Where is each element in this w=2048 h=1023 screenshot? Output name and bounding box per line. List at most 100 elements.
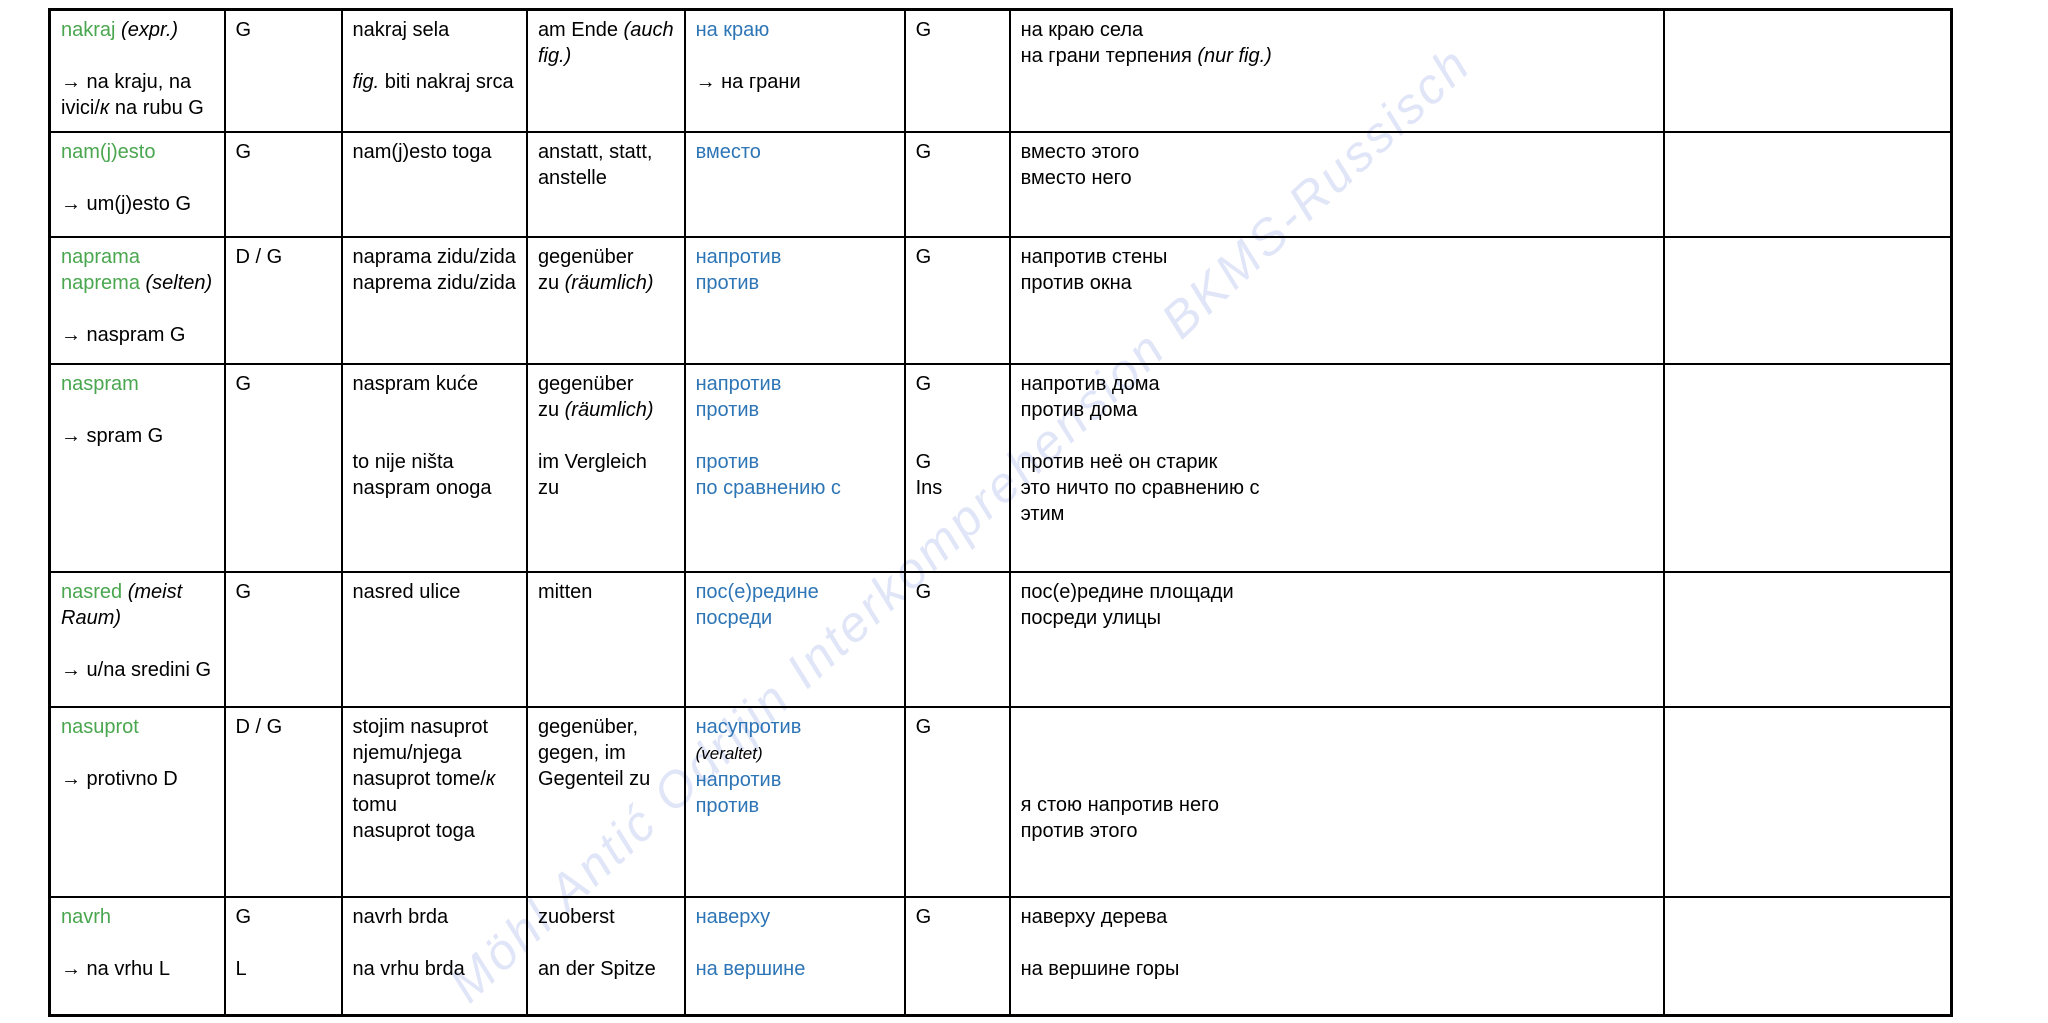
- cell-navrh-russian-example: наверху дерева на вершине горы: [1008, 895, 1665, 1017]
- text-line: mitten: [537, 580, 593, 603]
- text-line: gegen, im: [537, 741, 626, 764]
- text-line: G: [235, 19, 252, 41]
- cell-nasuprot-bcs-case: D / G: [223, 705, 343, 898]
- text-line: nakraj (expr.): [61, 19, 179, 41]
- text-line: [61, 43, 214, 69]
- text-line: gegenüber,: [537, 715, 639, 738]
- text-line: [916, 397, 999, 423]
- text-line: naprama zidu/zida: [352, 245, 516, 268]
- text-line: [696, 423, 894, 449]
- cell-nasuprot-bcs-example: stojim nasuprot njemu/njega nasuprot tome/…: [340, 705, 528, 898]
- text-line: против: [695, 450, 760, 473]
- cell-nasuprot-russian-case: G: [903, 705, 1011, 898]
- cell-nakraj-russian-case: G: [903, 8, 1011, 133]
- text-line: fig. biti nakraj srca: [352, 71, 514, 93]
- cell-nasred-bcs-preposition: nasred (meist Raum) → u/na sredini G: [48, 570, 226, 708]
- text-line: по сравнению с: [695, 476, 841, 499]
- text-line: [353, 43, 516, 69]
- cell-naspram-notes: [1662, 362, 1953, 573]
- text-line: пос(е)редине площади: [1020, 580, 1234, 603]
- cell-nakraj-bcs-preposition: nakraj (expr.) → na kraju, na ivici/к na …: [48, 8, 226, 133]
- text-line: [1021, 766, 1653, 792]
- cell-namjesto-german-translation: anstatt, statt, anstelle: [525, 130, 686, 238]
- text-line: njemu/njega: [352, 741, 462, 764]
- cell-namjesto-notes: [1662, 130, 1953, 238]
- text-line: вместо: [695, 140, 761, 163]
- text-line: Raum): [61, 606, 122, 629]
- text-line: to nije ništa: [352, 450, 454, 473]
- cell-namjesto-bcs-case: G: [223, 130, 343, 238]
- text-line: пос(е)редине: [695, 580, 819, 603]
- cell-nasred-bcs-example: nasred ulice: [340, 570, 528, 708]
- text-line: an der Spitze: [537, 957, 656, 980]
- text-line: на вершине горы: [1020, 957, 1180, 980]
- text-line: Ins: [915, 476, 943, 499]
- text-line: naspram onoga: [352, 476, 492, 499]
- text-line: am Ende (auch: [537, 19, 674, 41]
- text-line: [1021, 930, 1653, 956]
- text-line: G: [915, 715, 932, 738]
- text-line: [353, 930, 516, 956]
- text-line: Gegenteil zu: [537, 767, 651, 790]
- text-line: naprama: [61, 245, 140, 268]
- text-line: L: [235, 957, 247, 980]
- text-line: против дома: [1020, 398, 1138, 421]
- text-line: zu (räumlich): [537, 271, 654, 294]
- text-line: D / G: [235, 715, 283, 738]
- text-line: G: [915, 450, 932, 473]
- text-line: nasuprot: [61, 715, 139, 738]
- text-line: naprema zidu/zida: [352, 271, 516, 294]
- text-line: zu (räumlich): [537, 398, 654, 421]
- cell-nasuprot-russian-example: я стою напротив него против этого: [1008, 705, 1665, 898]
- text-line: G: [235, 372, 252, 395]
- text-line: naspram: [61, 372, 139, 395]
- cell-navrh-russian-case: G: [903, 895, 1011, 1017]
- cell-namjesto-russian-example: вместо этого вместо него: [1008, 130, 1665, 238]
- text-line: navrh: [61, 905, 112, 928]
- text-line: G: [915, 905, 932, 928]
- text-line: это ничто по сравнению с: [1020, 476, 1260, 499]
- cell-nasuprot-notes: [1662, 705, 1953, 898]
- text-line: → на грани: [695, 71, 801, 93]
- cell-nakraj-russian-preposition: на краю → на грани: [683, 8, 906, 133]
- text-line: против: [695, 271, 760, 294]
- text-line: [61, 930, 214, 956]
- cell-nakraj-german-translation: am Ende (auch fig.): [525, 8, 686, 133]
- cell-nasred-notes: [1662, 570, 1953, 708]
- text-line: [61, 740, 214, 766]
- cell-namjesto-russian-preposition: вместо: [683, 130, 906, 238]
- text-line: G: [915, 580, 932, 603]
- text-line: против этого: [1020, 819, 1138, 842]
- text-line: [696, 43, 894, 69]
- text-line: → protivno D: [61, 767, 178, 790]
- text-line: [538, 930, 674, 956]
- text-line: [1021, 740, 1653, 766]
- text-line: → um(j)esto G: [61, 192, 192, 215]
- text-line: напротив дома: [1020, 372, 1160, 395]
- cell-naprama-russian-example: напротив стены против окна: [1008, 235, 1665, 365]
- text-line: G: [915, 19, 932, 41]
- cell-naspram-bcs-case: G: [223, 362, 343, 573]
- text-line: [236, 930, 331, 956]
- text-line: на вершине: [695, 957, 806, 980]
- text-line: → spram G: [61, 424, 164, 447]
- text-line: [916, 423, 999, 449]
- prepositions-table: nakraj (expr.) → na kraju, na ivici/к na …: [48, 8, 1954, 1017]
- text-line: этим: [1020, 502, 1065, 525]
- cell-nakraj-bcs-case: G: [223, 8, 343, 133]
- cell-naspram-bcs-preposition: naspram → spram G: [48, 362, 226, 573]
- text-line: im Vergleich: [537, 450, 647, 473]
- text-line: [61, 631, 214, 657]
- cell-namjesto-russian-case: G: [903, 130, 1011, 238]
- cell-naprama-russian-case: G: [903, 235, 1011, 365]
- text-line: stojim nasuprot: [352, 715, 489, 738]
- text-line: → na vrhu L: [61, 957, 170, 980]
- cell-naprama-bcs-example: naprama zidu/zida naprema zidu/zida: [340, 235, 528, 365]
- text-line: против окна: [1020, 271, 1132, 294]
- text-line: вместо этого: [1020, 140, 1140, 163]
- text-line: G: [915, 372, 932, 395]
- text-line: [61, 165, 214, 191]
- text-line: nasuprot tome/к: [352, 767, 496, 790]
